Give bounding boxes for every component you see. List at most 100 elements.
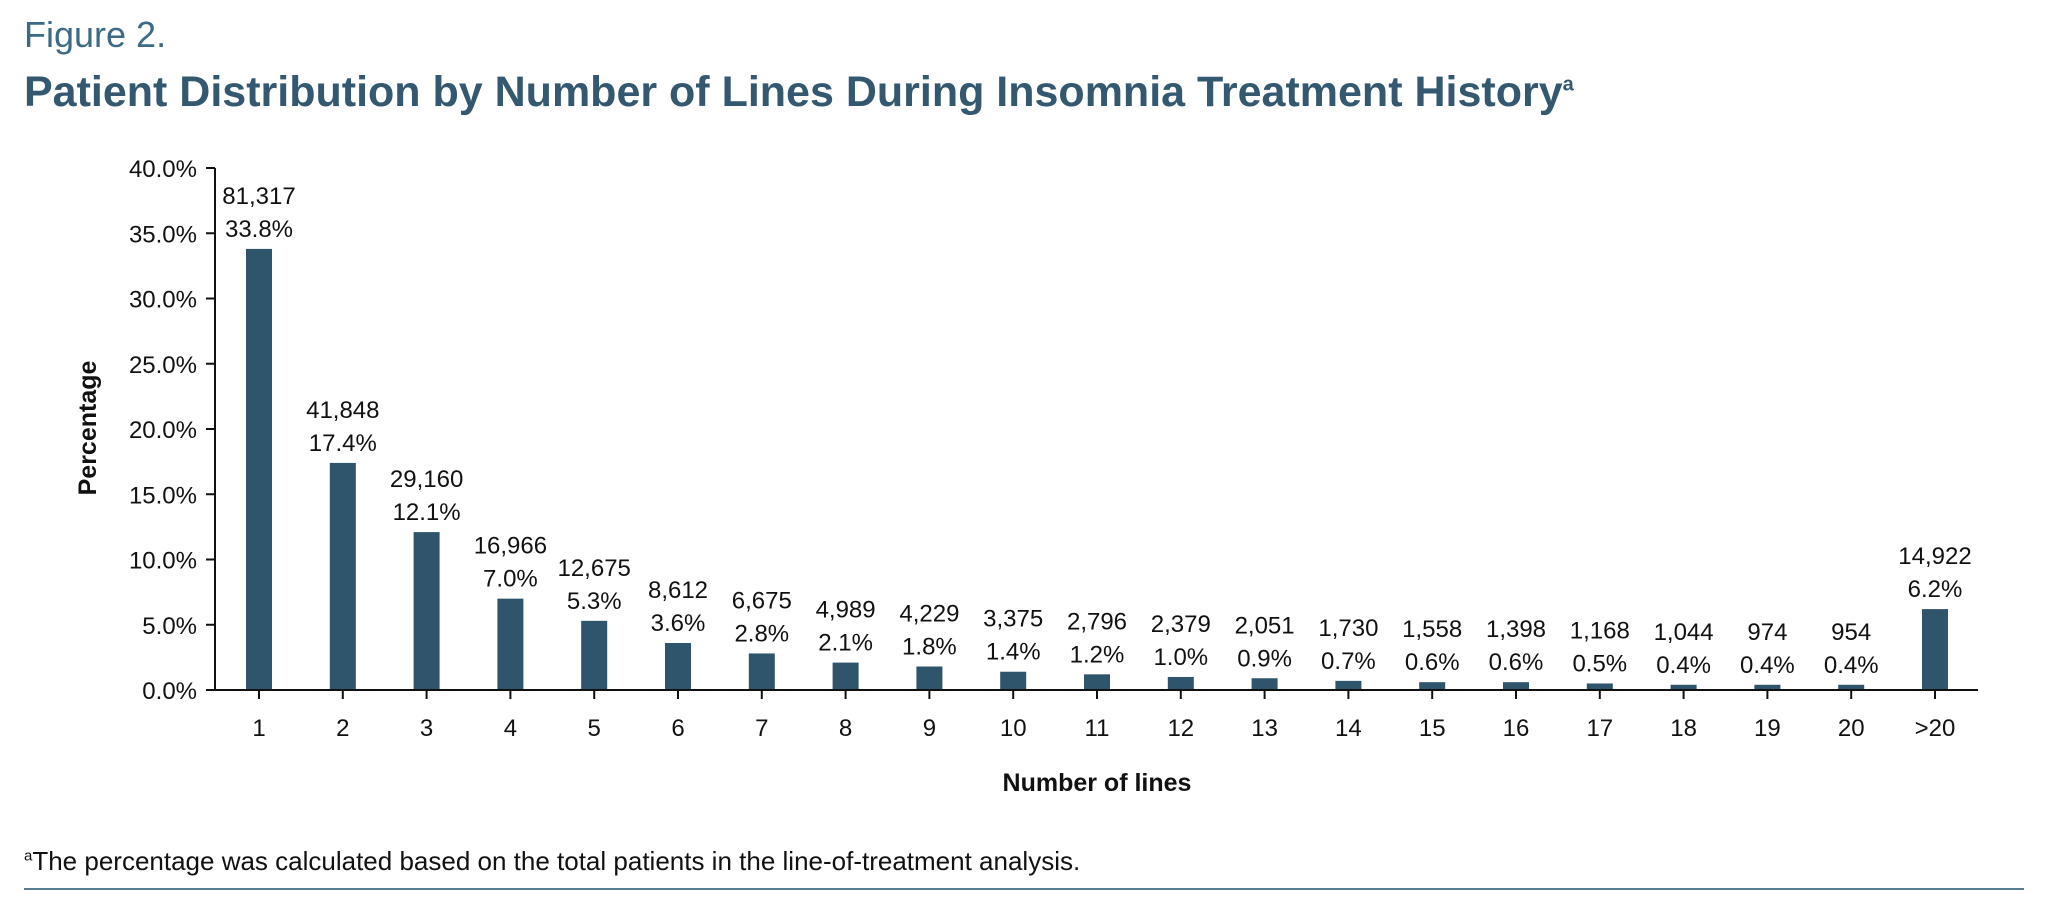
bar xyxy=(916,666,943,690)
x-tick-label: 2 xyxy=(336,715,349,742)
figure-label: Figure 2. xyxy=(24,14,167,55)
x-tick-label: 16 xyxy=(1503,715,1530,742)
bar-count-label: 1,168 xyxy=(1570,617,1630,644)
bar-percent-label: 5.3% xyxy=(567,588,622,615)
bar xyxy=(1084,674,1110,690)
y-tick-label: 15.0% xyxy=(129,482,197,509)
bar xyxy=(581,620,608,690)
bar xyxy=(246,248,272,690)
x-tick-label: 6 xyxy=(671,715,684,742)
x-tick-label: 14 xyxy=(1335,715,1362,742)
bar xyxy=(1838,684,1865,690)
bar-count-label: 29,160 xyxy=(390,466,463,493)
bar-count-label: 2,051 xyxy=(1235,612,1295,639)
y-axis-ticks: 0.0% 5.0% 10.0% 15.0% 20.0% 25.0% 30.0% 35.0% 40… xyxy=(129,156,215,705)
bar xyxy=(1754,684,1781,690)
chart-title-text: Patient Distribution by Number of Lines … xyxy=(24,68,1563,116)
footnote: aThe percentage was calculated based on … xyxy=(24,846,1080,877)
x-axis-label: Number of lines xyxy=(1003,769,1192,797)
bar xyxy=(748,653,775,690)
x-tick-label: 1 xyxy=(252,715,265,742)
bar-count-label: 4,229 xyxy=(899,601,959,628)
x-tick-label: 20 xyxy=(1838,715,1865,742)
bar-percent-label: 1.2% xyxy=(1070,641,1125,668)
x-tick-label: 8 xyxy=(839,715,852,742)
bar-percent-label: 2.1% xyxy=(818,630,873,657)
bar-percent-label: 12.1% xyxy=(393,499,461,526)
bar xyxy=(832,662,859,690)
bar-percent-label: 0.5% xyxy=(1572,650,1627,677)
bar xyxy=(1586,683,1613,690)
y-tick-label: 35.0% xyxy=(129,221,197,248)
footnote-marker: a xyxy=(24,847,33,865)
y-tick-label: 5.0% xyxy=(142,613,197,640)
bars xyxy=(246,248,1948,690)
bar xyxy=(1000,671,1027,690)
bar xyxy=(497,598,524,690)
bar xyxy=(1251,678,1278,690)
x-axis-ticks: 1 2 3 4 5 6 7 8 9 10 11 12 13 14 15 16 17 18 19 20 >20 xyxy=(252,690,1955,742)
bar-count-label: 1,558 xyxy=(1402,616,1462,643)
bar-count-label: 4,989 xyxy=(816,597,876,624)
bar xyxy=(1503,682,1529,690)
x-tick-label: 10 xyxy=(1000,715,1027,742)
bar-count-label: 41,848 xyxy=(306,397,379,424)
bar-count-label: 2,379 xyxy=(1151,611,1211,638)
bar-percent-label: 2.8% xyxy=(734,620,789,647)
bar-percent-label: 0.9% xyxy=(1237,645,1292,672)
bar-percent-label: 1.0% xyxy=(1153,644,1208,671)
bar-count-label: 974 xyxy=(1747,619,1787,646)
bar-percent-label: 0.4% xyxy=(1740,652,1795,679)
bar-count-label: 2,796 xyxy=(1067,608,1127,635)
bar-percent-label: 1.4% xyxy=(986,639,1041,666)
footnote-text: The percentage was calculated based on t… xyxy=(32,846,1081,876)
bottom-rule xyxy=(24,888,2024,890)
bar-labels: 33.8% 81,317 17.4% 41,848 12.1% 29,160 7.0% 16,… xyxy=(222,183,1971,679)
bar xyxy=(1419,682,1446,690)
bar-percent-label: 7.0% xyxy=(483,566,538,593)
y-tick-label: 25.0% xyxy=(129,352,197,379)
bar xyxy=(1670,684,1697,690)
y-tick-label: 0.0% xyxy=(142,678,197,705)
bar-count-label: 12,675 xyxy=(557,555,630,582)
x-tick-label: 4 xyxy=(504,715,517,742)
bar-percent-label: 0.4% xyxy=(1824,652,1879,679)
x-tick-label: 15 xyxy=(1419,715,1446,742)
bar-count-label: 1,730 xyxy=(1318,615,1378,642)
x-tick-label: 7 xyxy=(755,715,768,742)
x-tick-label: 9 xyxy=(923,715,936,742)
y-tick-label: 30.0% xyxy=(129,287,197,314)
x-tick-label: 18 xyxy=(1670,715,1697,742)
bar xyxy=(1922,609,1948,690)
bar-percent-label: 17.4% xyxy=(309,430,377,457)
bar-percent-label: 0.6% xyxy=(1489,649,1544,676)
title-footnote-marker: a xyxy=(1562,73,1574,96)
bar-count-label: 1,044 xyxy=(1654,619,1714,646)
chart-title: Patient Distribution by Number of Lines … xyxy=(24,68,1574,117)
bar-percent-label: 33.8% xyxy=(225,216,293,243)
bar-count-label: 6,675 xyxy=(732,587,792,614)
bar xyxy=(1167,676,1194,690)
bar-count-label: 81,317 xyxy=(222,183,295,210)
bar xyxy=(665,643,691,690)
bar xyxy=(413,532,440,690)
bar-percent-label: 0.6% xyxy=(1405,649,1460,676)
bar-percent-label: 0.4% xyxy=(1656,652,1711,679)
bar-percent-label: 0.7% xyxy=(1321,648,1376,675)
bar-count-label: 3,375 xyxy=(983,606,1043,633)
bar xyxy=(1335,680,1362,690)
bar-percent-label: 3.6% xyxy=(651,610,706,637)
x-tick-label: 12 xyxy=(1167,715,1194,742)
bar-count-label: 954 xyxy=(1831,619,1871,646)
x-tick-label: 3 xyxy=(420,715,433,742)
bar-count-label: 14,922 xyxy=(1898,543,1971,570)
y-tick-label: 40.0% xyxy=(129,156,197,183)
x-tick-label: 13 xyxy=(1251,715,1278,742)
bar-count-label: 16,966 xyxy=(474,533,547,560)
bar-count-label: 8,612 xyxy=(648,577,708,604)
y-tick-label: 10.0% xyxy=(129,548,197,575)
bar-count-label: 1,398 xyxy=(1486,616,1546,643)
bar-percent-label: 6.2% xyxy=(1908,576,1963,603)
x-tick-label: 19 xyxy=(1754,715,1781,742)
